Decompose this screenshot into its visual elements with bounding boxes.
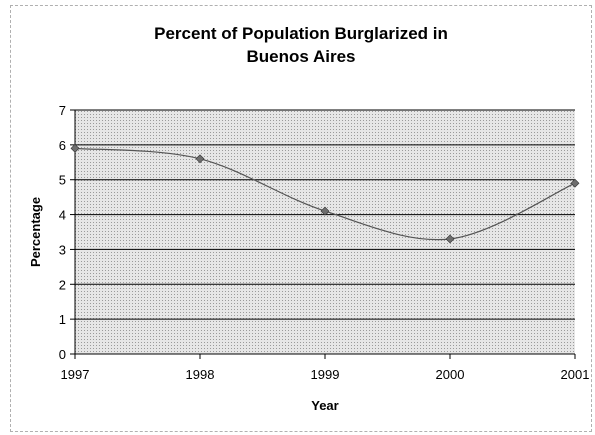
x-tick-label: 2001 xyxy=(561,367,590,382)
data-point-1998 xyxy=(195,154,205,164)
chart-title: Percent of Population Burglarized in Bue… xyxy=(10,22,592,68)
y-tick-label: 3 xyxy=(59,242,66,257)
chart-title-line-1: Percent of Population Burglarized in xyxy=(154,24,448,43)
x-ticks: 1997 1998 1999 2000 2001 xyxy=(61,354,590,382)
y-tick-label: 1 xyxy=(59,312,66,327)
y-tick-label: 5 xyxy=(59,173,66,188)
series-markers xyxy=(70,143,580,244)
y-ticks: 0 1 2 3 4 5 6 7 xyxy=(59,103,75,362)
y-tick-label: 4 xyxy=(59,208,66,223)
x-axis-label: Year xyxy=(311,398,338,413)
x-tick-label: 1997 xyxy=(61,367,90,382)
data-point-2000 xyxy=(445,234,455,244)
chart-title-line-2: Buenos Aires xyxy=(246,47,356,66)
x-tick-label: 1998 xyxy=(186,367,215,382)
y-axis-label: Percentage xyxy=(28,197,43,267)
data-point-2001 xyxy=(570,178,580,188)
x-tick-label: 1999 xyxy=(311,367,340,382)
data-point-1997 xyxy=(70,143,80,153)
plot-area xyxy=(75,110,575,354)
x-tick-label: 2000 xyxy=(436,367,465,382)
data-point-1999 xyxy=(320,206,330,216)
y-tick-label: 0 xyxy=(59,347,66,362)
y-tick-label: 6 xyxy=(59,138,66,153)
y-tick-label: 2 xyxy=(59,277,66,292)
y-tick-label: 7 xyxy=(59,103,66,118)
